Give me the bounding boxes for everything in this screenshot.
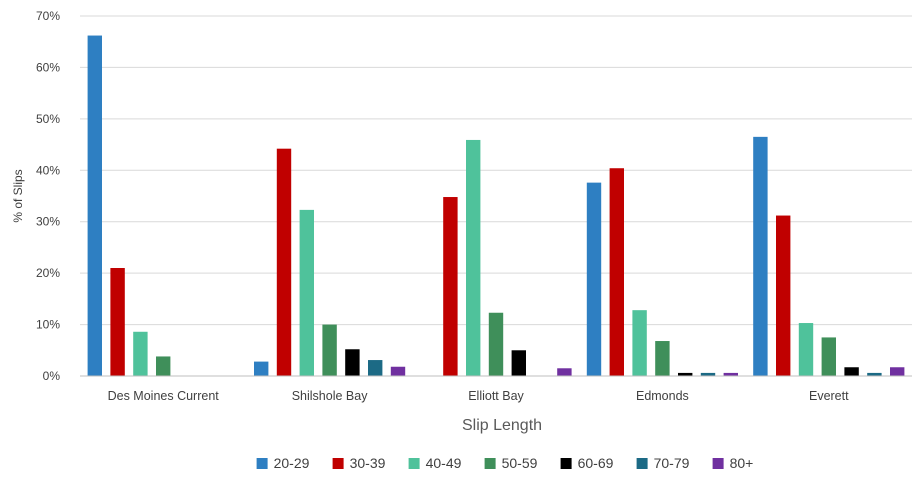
y-tick-label: 30%	[36, 215, 60, 229]
legend-label: 80+	[730, 455, 754, 471]
bar-40-49-elliott-bay	[466, 139, 481, 376]
x-axis-ticks: Des Moines Current Shilshole Bay Elliott B…	[108, 389, 850, 403]
legend-item: 60-69	[560, 455, 614, 471]
legend-swatch	[636, 458, 648, 469]
legend-swatch	[408, 458, 420, 469]
legend-swatch	[560, 458, 572, 469]
bar-20-29-everett	[753, 136, 768, 376]
bar-50-59-everett	[821, 337, 836, 376]
bar-40-49-everett	[798, 323, 814, 376]
bar-20-29-edmonds	[586, 182, 602, 376]
y-tick-label: 40%	[36, 163, 60, 177]
x-tick-label: Des Moines Current	[108, 389, 220, 403]
y-tick-label: 10%	[36, 318, 60, 332]
y-tick-label: 60%	[36, 60, 60, 74]
y-tick-label: 70%	[36, 9, 60, 23]
legend-label: 50-59	[502, 455, 538, 471]
legend-swatch	[256, 458, 268, 469]
legend-item: 40-49	[408, 455, 462, 471]
legend-item: 80+	[712, 455, 754, 471]
x-axis-label: Slip Length	[462, 417, 542, 434]
legend-label: 70-79	[654, 455, 690, 471]
legend-swatch	[712, 458, 724, 469]
bar-80+-elliott-bay	[557, 368, 572, 376]
legend-label: 60-69	[578, 455, 614, 471]
bar-70-79-edmonds	[700, 372, 716, 376]
legend-label: 20-29	[274, 455, 310, 471]
bars	[87, 35, 905, 377]
legend-swatch	[332, 458, 344, 469]
bar-70-79-shilshole-bay	[368, 360, 383, 376]
bar-40-49-edmonds	[632, 310, 647, 376]
bar-60-69-shilshole-bay	[345, 349, 360, 376]
bar-50-59-shilshole-bay	[322, 324, 337, 376]
bar-50-59-des-moines-current	[156, 356, 171, 376]
bar-60-69-elliott-bay	[511, 350, 526, 376]
x-tick-label: Shilshole Bay	[292, 389, 368, 403]
legend-item: 20-29	[256, 455, 310, 471]
bar-80+-everett	[890, 367, 905, 376]
y-axis-ticks: 0% 10% 20% 30% 40% 50% 60% 70%	[36, 9, 60, 383]
legend-item: 70-79	[636, 455, 690, 471]
bar-70-79-everett	[867, 372, 882, 376]
legend-label: 40-49	[426, 455, 462, 471]
y-tick-label: 50%	[36, 112, 60, 126]
y-tick-label: 0%	[43, 369, 61, 383]
bar-40-49-des-moines-current	[133, 331, 148, 376]
bar-50-59-elliott-bay	[488, 312, 504, 376]
bar-80+-shilshole-bay	[390, 366, 406, 376]
x-tick-label: Elliott Bay	[468, 389, 524, 403]
x-tick-label: Everett	[809, 389, 849, 403]
y-axis-label: % of Slips	[11, 169, 25, 222]
bar-60-69-everett	[844, 367, 859, 376]
gridlines	[80, 15, 912, 326]
legend-swatch	[484, 458, 496, 469]
bar-60-69-edmonds	[678, 372, 693, 376]
x-tick-label: Edmonds	[636, 389, 689, 403]
legend: 20-29 30-39 40-49 50-59 60-69 70-79 80+	[256, 455, 754, 471]
bar-50-59-edmonds	[655, 341, 670, 376]
legend-label: 30-39	[350, 455, 386, 471]
bar-30-39-des-moines-current	[110, 268, 125, 376]
bar-30-39-edmonds	[609, 168, 624, 376]
bar-30-39-everett	[776, 215, 791, 376]
bar-30-39-shilshole-bay	[276, 148, 292, 376]
bar-30-39-elliott-bay	[443, 197, 458, 376]
legend-item: 50-59	[484, 455, 538, 471]
y-tick-label: 20%	[36, 266, 60, 280]
legend-item: 30-39	[332, 455, 386, 471]
bar-40-49-shilshole-bay	[299, 209, 314, 376]
bar-80+-edmonds	[723, 372, 738, 376]
bar-20-29-des-moines-current	[87, 35, 102, 377]
bar-20-29-shilshole-bay	[254, 361, 269, 376]
